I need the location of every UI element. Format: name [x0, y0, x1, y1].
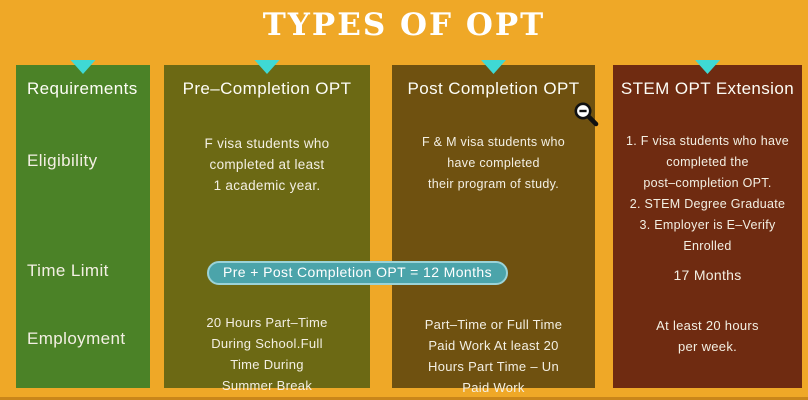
row-label-eligibility: Eligibility — [27, 151, 98, 170]
column-stem-opt-extension: STEM OPT Extension 1. F visa students wh… — [613, 60, 802, 388]
triangle-down-icon — [254, 60, 280, 74]
row-label-employment: Employment — [27, 329, 126, 348]
column-requirements: Requirements Eligibility Time Limit Empl… — [16, 60, 150, 388]
row-label-time-limit: Time Limit — [27, 261, 109, 280]
employment-text: 20 Hours Part–Time During School.Full Ti… — [206, 315, 328, 393]
column-pre-completion-opt: Pre–Completion OPT F visa students who c… — [164, 60, 370, 393]
time-limit-text: 17 Months — [673, 267, 742, 283]
eligibility-text: F & M visa students who have completed t… — [421, 135, 566, 191]
column-header: STEM OPT Extension — [620, 79, 795, 98]
triangle-down-icon — [70, 60, 96, 74]
column-header: Pre–Completion OPT — [182, 79, 352, 98]
column-post-completion-opt: Post Completion OPT F & M visa students … — [392, 60, 595, 395]
employment-text: At least 20 hours per week. — [656, 318, 759, 354]
employment-text: Part–Time or Full Time Paid Work At leas… — [424, 317, 563, 395]
column-header: Requirements — [27, 79, 138, 98]
triangle-down-icon — [695, 60, 720, 74]
eligibility-text: F visa students who completed at least 1… — [204, 136, 330, 193]
bottom-edge-divider — [0, 397, 808, 400]
zoom-out-cursor-icon — [574, 102, 599, 127]
eligibility-text: 1. F visa students who have completed th… — [625, 134, 790, 253]
column-header: Post Completion OPT — [407, 79, 580, 98]
triangle-down-icon — [481, 60, 506, 74]
page-title: TYPES OF OPT — [262, 7, 546, 43]
time-limit-banner: Pre + Post Completion OPT = 12 Months — [207, 261, 508, 285]
